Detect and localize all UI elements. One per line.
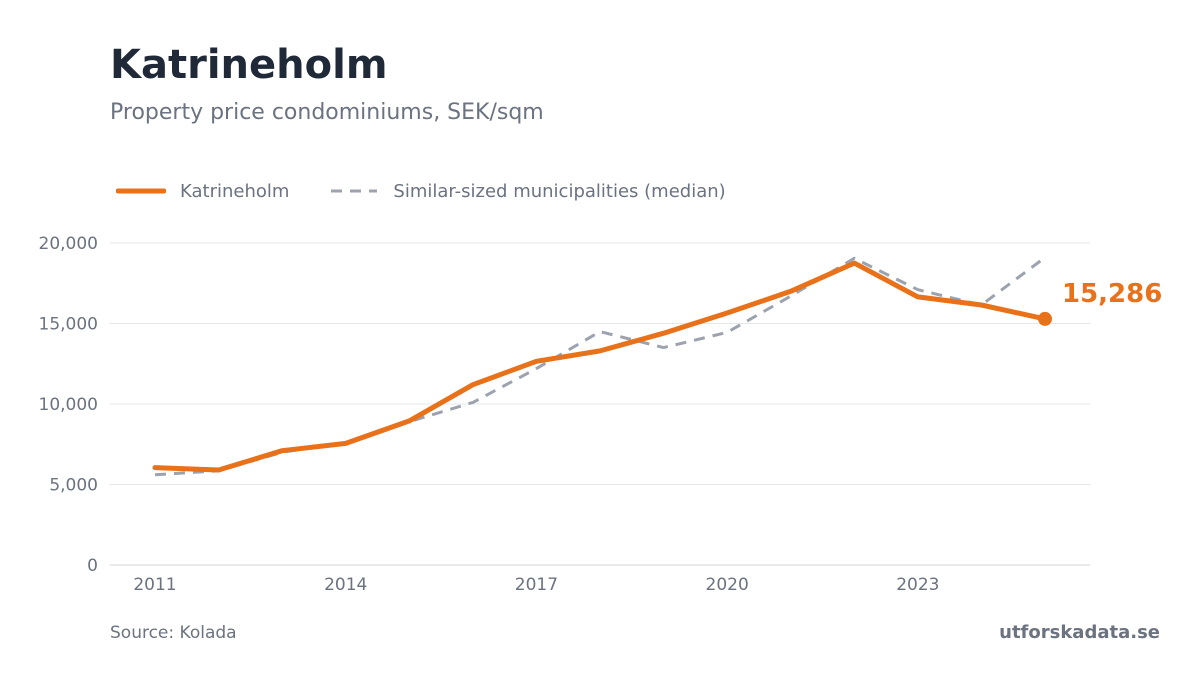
brand-label: utforskadata.se [999,622,1160,643]
y-tick-label: 5,000 [49,476,98,496]
series-line-similar-municipalities [154,256,1046,477]
legend-item-katrineholm: Katrineholm [116,181,289,202]
legend-item-similar-municipalities: Similar-sized municipalities (median) [329,180,726,202]
series-line-katrineholm [152,260,1048,473]
legend-swatch-solid [116,188,166,194]
x-tick-label: 2011 [133,575,176,595]
chart-legend: Katrineholm Similar-sized municipalities… [116,178,766,204]
legend-label-katrineholm: Katrineholm [180,180,290,202]
x-tick-label: 2023 [896,575,939,595]
chart-subtitle: Property price condominiums, SEK/sqm [110,100,544,125]
y-tick-label: 20,000 [39,234,98,254]
x-tick-label: 2017 [515,575,558,595]
x-tick-label: 2020 [706,575,749,595]
legend-swatch-dashed [331,189,378,193]
chart-title: Katrineholm [110,42,388,88]
x-tick-label: 2014 [324,575,367,595]
legend-label-similar-municipalities: Similar-sized municipalities (median) [393,180,726,202]
end-point-marker [1038,311,1052,326]
y-tick-label: 10,000 [39,395,98,415]
source-note: Source: Kolada [110,623,237,643]
end-value-label: 15,286 [1062,279,1162,309]
y-tick-label: 15,000 [39,315,98,335]
y-tick-label: 0 [87,556,98,576]
